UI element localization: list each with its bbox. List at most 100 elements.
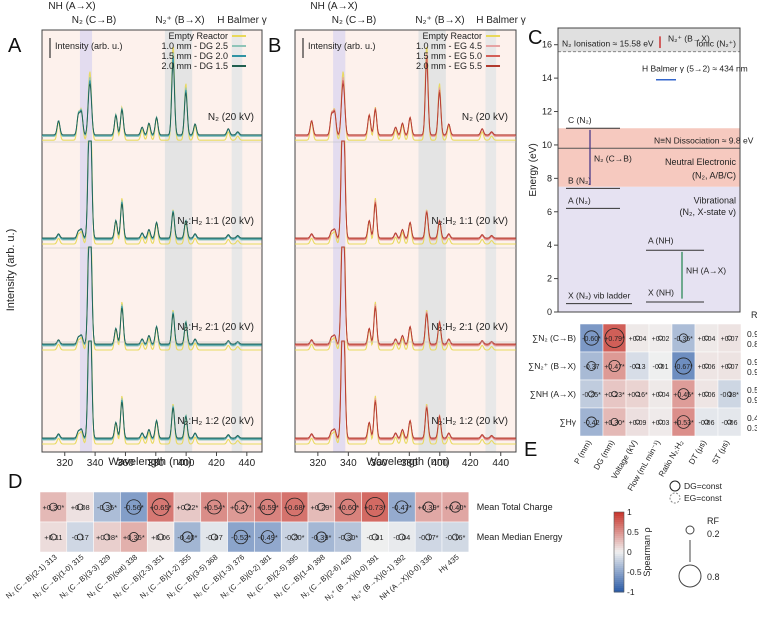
matrix-e-value: +0.07 — [721, 364, 739, 371]
x-tick-label: 380 — [401, 458, 418, 469]
top-label-b-n2plus: N₂⁺ (B→X) — [415, 15, 464, 26]
ionic-label: Ionic (N₂⁺) — [696, 38, 736, 48]
energy-y-tick-label: 2 — [547, 274, 552, 284]
matrix-d-value: +0.68* — [284, 503, 306, 512]
legend-eg-circle — [669, 492, 681, 504]
top-label-a-hgamma: H Balmer γ — [217, 15, 266, 26]
colorbar-segment — [614, 524, 624, 527]
colorbar-segment — [614, 584, 624, 587]
matrix-d-circle — [151, 498, 170, 516]
matrix-d-value: +0.30* — [42, 503, 64, 512]
energy-y-tick-label: 12 — [542, 107, 552, 117]
matrix-d-value: -0.39* — [311, 533, 331, 542]
matrix-d-value: +0.11 — [44, 533, 62, 542]
matrix-d-circle — [285, 497, 304, 517]
colorbar-segment — [614, 576, 624, 579]
matrix-d-value: +0.65* — [150, 503, 172, 512]
matrix-d-circle — [398, 533, 406, 541]
matrix-d-circle — [76, 533, 84, 541]
matrix-e-value: +0.45* — [673, 392, 694, 399]
spectrum-a-row3-series4 — [42, 246, 262, 345]
colorbar-segment — [614, 516, 624, 519]
n2plus-label: N₂⁺ (B→X) — [668, 33, 710, 43]
colorbar-segment — [614, 582, 624, 585]
matrix-e-value: +0.06 — [698, 392, 716, 399]
rf-tick-large: 0.8 — [707, 572, 720, 582]
spectra-frame — [294, 29, 517, 453]
spectrum-a-row4-series1 — [42, 340, 262, 445]
colorbar-segment — [614, 586, 624, 589]
colorbar-segment — [614, 580, 624, 583]
matrix-e-circle — [604, 328, 625, 348]
energy-y-tick-label: 16 — [542, 40, 552, 50]
intensity-scale-label: Intensity (arb. u.) — [308, 41, 376, 51]
colorbar-segment — [614, 526, 624, 529]
matrix-d-circle — [340, 498, 357, 516]
row-label: N₂ (20 kV) — [208, 112, 254, 123]
matrix-d-circle — [103, 533, 111, 541]
matrix-e-value: -0.18* — [720, 392, 739, 399]
legend-dg-label: DG=const — [684, 481, 723, 491]
spectrum-b-row2-series1 — [295, 140, 516, 245]
colorbar-frame — [613, 511, 625, 593]
level-c-n2-label: C (N₂) — [568, 115, 592, 125]
matrix-d-value: +0.60* — [337, 503, 359, 512]
matrix-e-circle — [610, 417, 619, 426]
energy-y-tick-label: 6 — [547, 207, 552, 217]
energy-frame — [557, 27, 741, 313]
matrix-e-row-label: ∑Hγ — [560, 417, 577, 427]
matrix-d-cell — [388, 521, 416, 553]
matrix-d-value: -0.52* — [231, 533, 251, 542]
matrix-e-r2-eg: 0.95 — [747, 395, 757, 405]
matrix-d-value: +0.40* — [444, 503, 466, 512]
matrix-e-circle — [635, 363, 640, 369]
matrix-d-circle — [50, 533, 57, 541]
matrix-e-circle — [635, 419, 640, 425]
matrix-d-cell — [173, 491, 202, 523]
rf-small-circle — [685, 525, 695, 535]
legend-label-3: 1.5 mm - DG 2.0 — [161, 51, 228, 61]
matrix-e-circle — [704, 335, 709, 341]
matrix-e-value: -0.06 — [699, 420, 715, 427]
matrix-e-circle — [635, 335, 640, 341]
matrix-e-circle — [588, 390, 595, 398]
matrix-e-value: +0.03 — [652, 420, 670, 427]
level-a-nh-label: A (NH) — [648, 236, 674, 246]
matrix-d-value: -0.56* — [124, 503, 144, 512]
matrix-e-circle — [586, 361, 597, 371]
matrix-d-circle — [365, 497, 385, 517]
matrix-e-value: +0.07 — [721, 336, 739, 343]
colorbar-segment — [614, 554, 624, 557]
matrix-e-circle — [727, 363, 732, 369]
colorbar-segment — [614, 536, 624, 539]
intensity-scale-label: Intensity (arb. u.) — [55, 41, 123, 51]
spectrum-b-row1-series3 — [295, 57, 516, 137]
matrix-e-r2-eg: 0.99 — [747, 367, 757, 377]
spectra-a-x-label: Wavelength (nm) — [108, 456, 191, 468]
matrix-e-value: +0.02 — [652, 336, 670, 343]
matrix-e-value: +0.23* — [604, 392, 625, 399]
matrix-e-circle — [586, 416, 597, 428]
panel-letter-b: B — [268, 35, 281, 57]
legend-label-3: 1.5 mm - EG 5.0 — [416, 51, 482, 61]
matrix-d-value: -0.17* — [419, 533, 439, 542]
matrix-d-value: -0.17 — [72, 533, 89, 542]
row-label: N₂:H₂ 2:1 (20 kV) — [177, 322, 254, 333]
matrix-d-value: +0.39* — [418, 503, 440, 512]
matrix-e-value: -0.13 — [630, 364, 646, 371]
matrix-e-value: +0.79* — [604, 336, 625, 343]
neutral-label-2: (N₂, A/B/C) — [692, 170, 736, 180]
matrix-d-cell — [414, 521, 443, 553]
rf-tick-small: 0.2 — [707, 529, 720, 539]
matrix-e-circle — [677, 388, 690, 400]
spectrum-a-row1-series2 — [42, 52, 262, 138]
matrix-d-value: +0.59* — [257, 503, 279, 512]
spectra-b-x-label: Wavelength (nm) — [366, 456, 449, 468]
colorbar-segment — [614, 522, 624, 525]
nh-band-region — [79, 30, 93, 452]
neutral-label-1: Neutral Electronic — [665, 157, 737, 167]
matrix-d-circle — [233, 529, 249, 545]
matrix-d-circle — [102, 502, 112, 512]
matrix-e-row-label: ∑N₂ (C→B) — [532, 333, 576, 343]
